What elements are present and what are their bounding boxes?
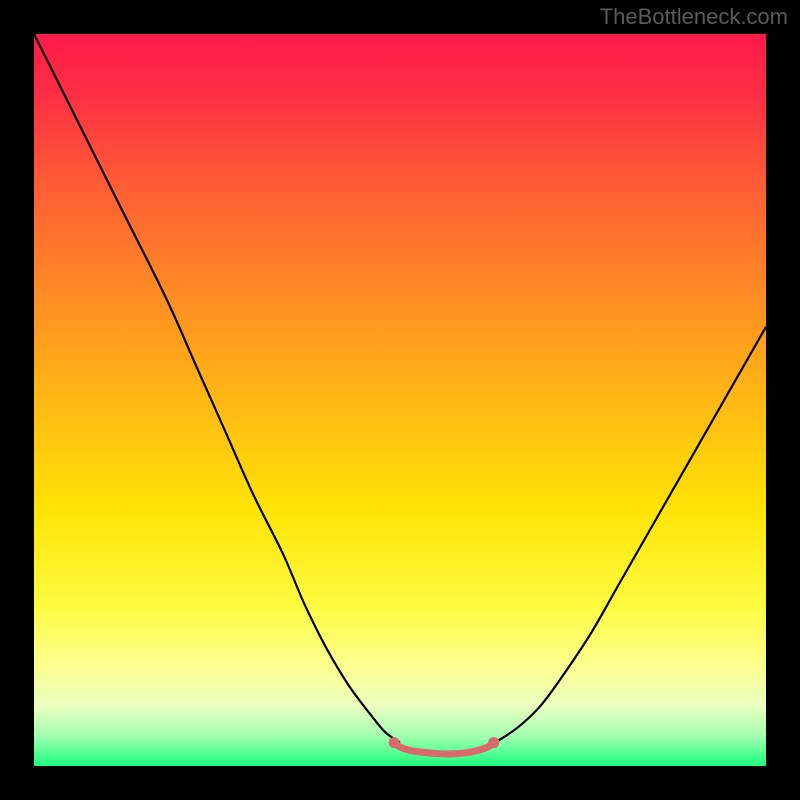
flat-endpoint-dot (389, 737, 400, 748)
bottleneck-chart (0, 0, 800, 800)
watermark-text: TheBottleneck.com (600, 4, 788, 30)
chart-area (0, 0, 800, 800)
gradient-background (34, 34, 766, 766)
flat-endpoint-dot (488, 737, 499, 748)
chart-container: TheBottleneck.com (0, 0, 800, 800)
